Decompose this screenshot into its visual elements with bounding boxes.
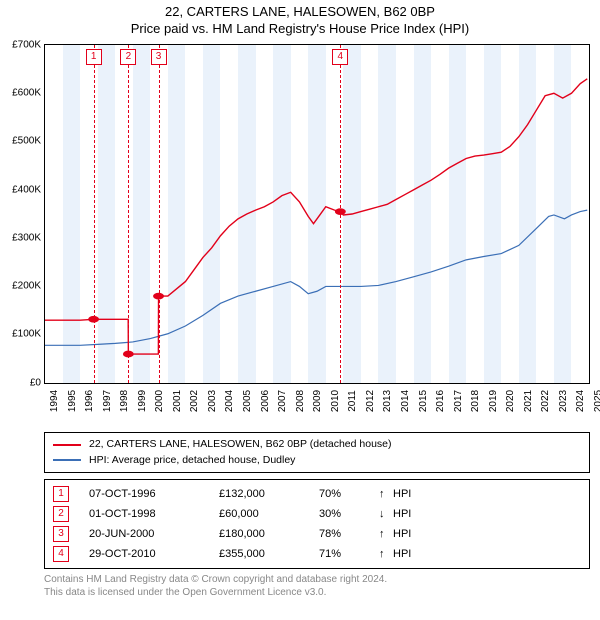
x-axis-label: 2022: [536, 390, 551, 412]
y-axis-label: £200K: [12, 281, 45, 292]
legend-swatch: [53, 459, 81, 461]
x-axis-label: 2003: [203, 390, 218, 412]
event-marker-line: [159, 45, 160, 383]
event-price: £60,000: [219, 508, 319, 520]
event-number: 1: [53, 486, 69, 502]
event-percent: 70%: [319, 488, 379, 500]
x-axis-label: 2000: [150, 390, 165, 412]
x-axis-label: 2019: [484, 390, 499, 412]
event-arrow-icon: ↑: [379, 528, 393, 540]
legend-swatch: [53, 444, 81, 446]
event-number: 3: [53, 526, 69, 542]
footer-line1: Contains HM Land Registry data © Crown c…: [44, 573, 590, 586]
legend-label: HPI: Average price, detached house, Dudl…: [89, 453, 295, 469]
footer-line2: This data is licensed under the Open Gov…: [44, 586, 590, 599]
x-axis-label: 2024: [571, 390, 586, 412]
event-arrow-icon: ↓: [379, 508, 393, 520]
x-axis-label: 2020: [501, 390, 516, 412]
event-row: 3 20-JUN-2000£180,00078%↑HPI: [53, 524, 581, 544]
event-date: 20-JUN-2000: [89, 528, 219, 540]
x-axis-label: 1998: [115, 390, 130, 412]
title-address: 22, CARTERS LANE, HALESOWEN, B62 0BP: [0, 4, 600, 21]
event-percent: 30%: [319, 508, 379, 520]
title-subtitle: Price paid vs. HM Land Registry's House …: [0, 21, 600, 38]
event-percent: 71%: [319, 548, 379, 560]
event-row: 2 01-OCT-1998£60,00030%↓HPI: [53, 504, 581, 524]
event-hpi-label: HPI: [393, 488, 411, 500]
y-axis-label: £300K: [12, 232, 45, 243]
x-axis-label: 2012: [361, 390, 376, 412]
event-number: 4: [53, 546, 69, 562]
x-axis-label: 2009: [308, 390, 323, 412]
event-arrow-icon: ↑: [379, 548, 393, 560]
x-axis-label: 2002: [185, 390, 200, 412]
event-hpi-label: HPI: [393, 548, 411, 560]
title-block: 22, CARTERS LANE, HALESOWEN, B62 0BP Pri…: [0, 0, 600, 38]
event-marker-line: [128, 45, 129, 383]
event-date: 07-OCT-1996: [89, 488, 219, 500]
x-axis-label: 2025: [589, 390, 600, 412]
event-number: 2: [53, 506, 69, 522]
event-price: £355,000: [219, 548, 319, 560]
event-marker-line: [340, 45, 341, 383]
footer-attribution: Contains HM Land Registry data © Crown c…: [44, 573, 590, 599]
x-axis-label: 1996: [80, 390, 95, 412]
x-axis-label: 2007: [273, 390, 288, 412]
x-axis-label: 2013: [378, 390, 393, 412]
x-axis-label: 2014: [396, 390, 411, 412]
events-table: 107-OCT-1996£132,00070%↑HPI201-OCT-1998£…: [44, 479, 590, 569]
x-axis-label: 2015: [414, 390, 429, 412]
x-axis-label: 2004: [220, 390, 235, 412]
chart-svg: [45, 45, 589, 383]
legend-row: 22, CARTERS LANE, HALESOWEN, B62 0BP (de…: [53, 437, 581, 453]
x-axis-label: 2005: [238, 390, 253, 412]
chart-container: 22, CARTERS LANE, HALESOWEN, B62 0BP Pri…: [0, 0, 600, 620]
x-axis-label: 2017: [449, 390, 464, 412]
event-date: 01-OCT-1998: [89, 508, 219, 520]
x-axis-label: 2011: [343, 390, 358, 412]
y-axis-label: £100K: [12, 329, 45, 340]
x-axis-label: 2023: [554, 390, 569, 412]
x-axis-label: 1995: [63, 390, 78, 412]
event-price: £132,000: [219, 488, 319, 500]
legend-row: HPI: Average price, detached house, Dudl…: [53, 453, 581, 469]
y-axis-label: £0: [30, 377, 45, 388]
event-marker-number: 3: [151, 49, 167, 65]
event-row: 1 07-OCT-1996£132,00070%↑HPI: [53, 484, 581, 504]
x-axis-label: 2001: [168, 390, 183, 412]
y-axis-label: £400K: [12, 184, 45, 195]
event-arrow-icon: ↑: [379, 488, 393, 500]
series-line: [45, 210, 587, 345]
x-axis-label: 1997: [98, 390, 113, 412]
event-percent: 78%: [319, 528, 379, 540]
x-axis-label: 2021: [519, 390, 534, 412]
event-row: 4 29-OCT-2010£355,00071%↑HPI: [53, 544, 581, 564]
event-hpi-label: HPI: [393, 508, 411, 520]
series-line: [45, 79, 587, 354]
plot-frame: £0£100K£200K£300K£400K£500K£600K£700K199…: [44, 44, 590, 384]
x-axis-label: 2010: [326, 390, 341, 412]
y-axis-label: £700K: [12, 39, 45, 50]
event-marker-number: 4: [332, 49, 348, 65]
x-axis-label: 2018: [466, 390, 481, 412]
chart-area: £0£100K£200K£300K£400K£500K£600K£700K199…: [44, 44, 590, 384]
event-marker-number: 2: [120, 49, 136, 65]
legend-box: 22, CARTERS LANE, HALESOWEN, B62 0BP (de…: [44, 432, 590, 474]
legend-label: 22, CARTERS LANE, HALESOWEN, B62 0BP (de…: [89, 437, 392, 453]
y-axis-label: £500K: [12, 136, 45, 147]
event-hpi-label: HPI: [393, 528, 411, 540]
x-axis-label: 1994: [45, 390, 60, 412]
event-date: 29-OCT-2010: [89, 548, 219, 560]
x-axis-label: 2016: [431, 390, 446, 412]
x-axis-label: 2008: [291, 390, 306, 412]
event-price: £180,000: [219, 528, 319, 540]
event-marker-line: [94, 45, 95, 383]
event-marker-number: 1: [86, 49, 102, 65]
x-axis-label: 2006: [256, 390, 271, 412]
y-axis-label: £600K: [12, 88, 45, 99]
x-axis-label: 1999: [133, 390, 148, 412]
